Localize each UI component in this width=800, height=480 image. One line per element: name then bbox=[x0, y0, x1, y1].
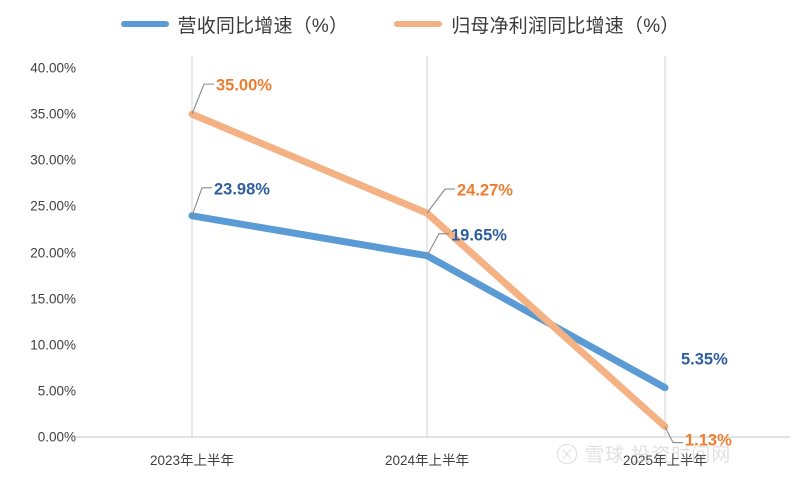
x-axis-tick-label: 2025年上半年 bbox=[622, 453, 708, 468]
legend-label-revenue: 营收同比增速（%） bbox=[177, 15, 349, 37]
series-lines bbox=[188, 110, 669, 431]
data-label-net_profit-2023年上半年: 35.00% bbox=[216, 76, 272, 95]
data-label-revenue-2024年上半年: 19.65% bbox=[451, 226, 507, 245]
legend-swatch-revenue bbox=[120, 21, 169, 27]
y-axis-tick-label: 30.00% bbox=[30, 152, 76, 168]
legend-swatch-net-profit bbox=[394, 21, 443, 27]
legend-item-revenue[interactable]: 营收同比增速（%） bbox=[120, 11, 349, 38]
x-axis-tick-label: 2023年上半年 bbox=[149, 453, 235, 468]
y-axis-tick-label: 40.00% bbox=[30, 60, 76, 76]
data-label-revenue-2023年上半年: 23.98% bbox=[214, 180, 270, 199]
chart-legend: 营收同比增速（%） 归母净利润同比增速（%） bbox=[0, 6, 800, 42]
y-axis-tick-label: 20.00% bbox=[30, 245, 76, 260]
y-axis-tick-label: 35.00% bbox=[30, 106, 76, 122]
y-axis: 0.00% 5.00% 10.00% 15.00% 20.00% 25.00% 30.00%… bbox=[0, 0, 76, 480]
data-label-leader-lines bbox=[191, 83, 683, 444]
y-axis-tick-label: 15.00% bbox=[30, 291, 76, 307]
legend-item-net-profit[interactable]: 归母净利润同比增速（%） bbox=[394, 11, 679, 38]
data-label-revenue-2025年上半年: 5.35% bbox=[681, 350, 728, 369]
y-axis-tick-label: 25.00% bbox=[30, 198, 76, 214]
legend-label-net-profit: 归母净利润同比增速（%） bbox=[451, 15, 680, 37]
data-label-net_profit-2024年上半年: 24.27% bbox=[457, 181, 513, 200]
y-axis-tick-label: 5.00% bbox=[37, 383, 76, 399]
y-axis-tick-label: 10.00% bbox=[30, 337, 76, 353]
data-label-net_profit-2025年上半年: 1.13% bbox=[685, 431, 732, 450]
y-axis-tick-label: 0.00% bbox=[37, 429, 76, 445]
x-axis-tick-label: 2024年上半年 bbox=[384, 453, 470, 468]
category-gridlines bbox=[191, 56, 666, 437]
